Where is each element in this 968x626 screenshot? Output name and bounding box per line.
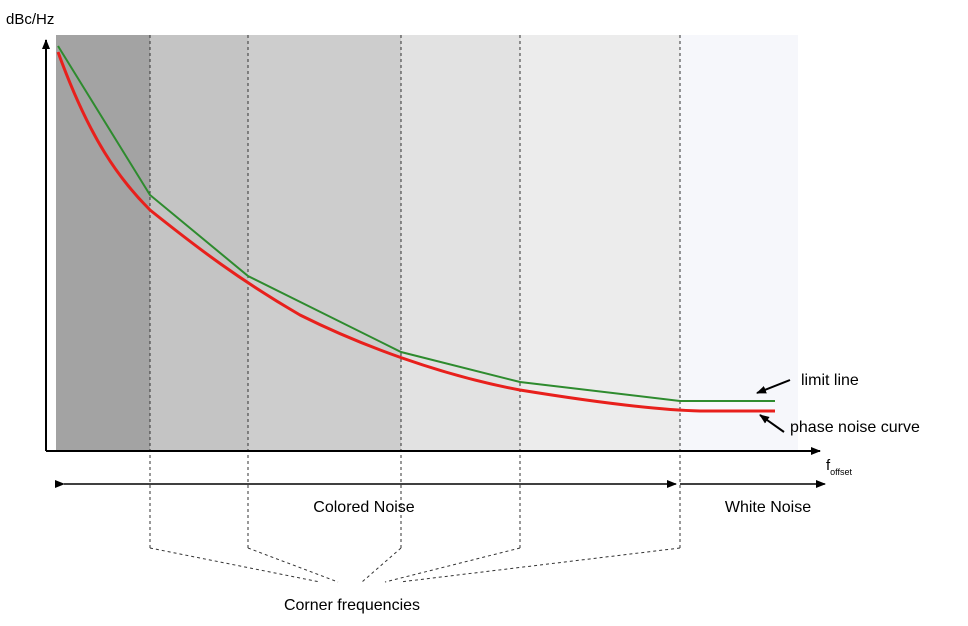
noise-bands — [56, 35, 798, 450]
connector-1 — [149, 547, 321, 583]
limit-line-label: limit line — [801, 372, 859, 389]
x-axis-label-subscript: offset — [830, 467, 852, 477]
band-4 — [401, 35, 520, 450]
x-axis-label-main: f — [826, 457, 831, 474]
colored-noise-label: Colored Noise — [313, 499, 414, 516]
phase-noise-curve — [56, 51, 775, 413]
x-axis-label: foffset — [826, 457, 853, 477]
corner-frequencies-label: Corner frequencies — [284, 597, 420, 614]
axes — [42, 39, 821, 455]
band-5 — [520, 35, 680, 450]
y-axis-label: dBc/Hz — [6, 11, 54, 28]
phase-noise-curve-label: phase noise curve — [790, 419, 920, 436]
connector-5 — [399, 547, 681, 583]
limit-line-pointer — [756, 379, 791, 394]
white-noise-label: White Noise — [725, 499, 811, 516]
connector-4 — [384, 547, 521, 583]
limit-line — [57, 45, 775, 402]
phase-noise-pointer — [759, 414, 785, 433]
band-1 — [56, 35, 150, 450]
band-6 — [680, 35, 798, 450]
band-3 — [248, 35, 401, 450]
connector-2 — [247, 547, 339, 583]
connector-3 — [361, 547, 402, 583]
corner-connectors — [149, 547, 681, 583]
band-2 — [150, 35, 248, 450]
corner-lines — [149, 35, 681, 548]
